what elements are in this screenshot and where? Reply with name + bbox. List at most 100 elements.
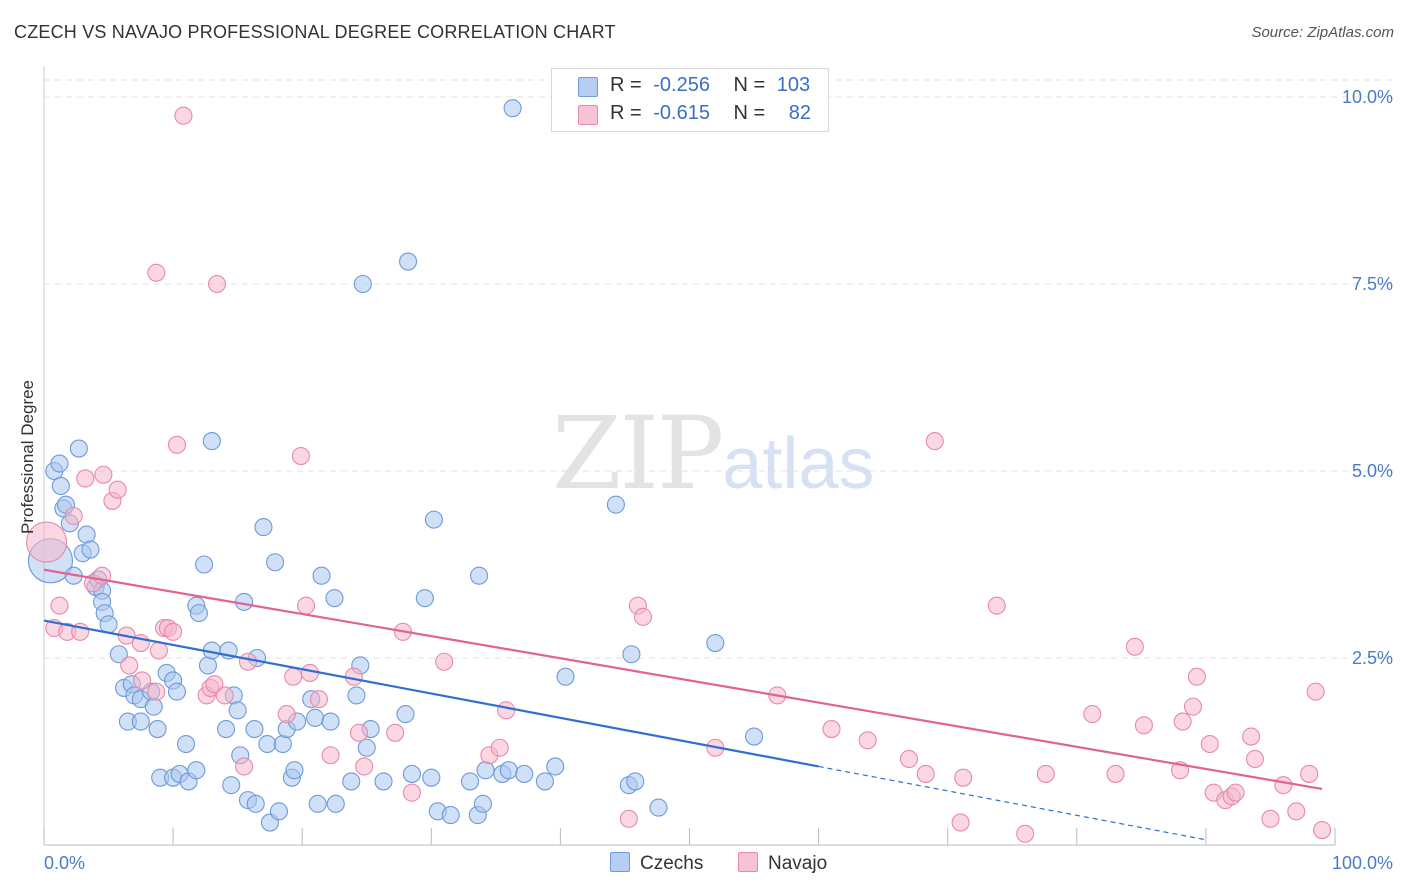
czechs-point [245, 720, 264, 739]
czechs-point [499, 761, 518, 780]
chart-title: CZECH VS NAVAJO PROFESSIONAL DEGREE CORR… [14, 22, 616, 42]
czechs-legend-label: Czechs [640, 853, 704, 874]
czechs-point [321, 712, 340, 731]
navajo-point [26, 521, 68, 563]
czechs-point [258, 734, 277, 754]
navajo-point [1134, 716, 1153, 735]
czechs-point [99, 615, 118, 634]
navajo-point [355, 757, 374, 776]
czechs-point [470, 566, 489, 585]
navajo-point [344, 667, 363, 686]
czechs-point [744, 727, 764, 746]
n-value: 103 [776, 74, 811, 96]
navajo-point [207, 274, 227, 294]
navajo-point [76, 469, 95, 488]
navajo-point [1245, 749, 1265, 769]
czechs-point [357, 738, 376, 757]
legend-navajo-text: R = -0.615 N = 82 [610, 102, 811, 125]
navajo-point [435, 652, 454, 671]
legend-czechs-text: R = -0.256 N = 103 [610, 74, 810, 97]
czechs-point [535, 772, 554, 791]
czechs-point [77, 525, 96, 544]
czechs-point [473, 794, 492, 813]
czechs-point [556, 667, 575, 686]
navajo-point [1313, 820, 1332, 840]
y-tick-label: 2.5% [1352, 648, 1393, 668]
navajo-point [497, 701, 516, 720]
navajo-point [1036, 764, 1055, 783]
navajo-point [954, 768, 973, 787]
czechs-point [269, 802, 289, 821]
navajo-point [235, 757, 254, 776]
navajo-point [1173, 712, 1192, 731]
czechs-point [148, 720, 167, 739]
n-label: N = [733, 102, 766, 124]
czechs-point [308, 794, 327, 813]
czechs-point [325, 589, 344, 608]
navajo-point [1274, 776, 1293, 795]
czechs-point [189, 604, 208, 623]
navajo-point [149, 641, 168, 660]
czechs-point [81, 540, 100, 559]
navajo-point [1300, 764, 1319, 783]
navajo-point [1287, 802, 1306, 821]
navajo-point [1187, 667, 1206, 686]
czechs-point [342, 772, 361, 791]
y-axis-title: Professional Degree [18, 380, 37, 534]
navajo-point [925, 432, 944, 451]
bottom-legend-czechs: Czechs [610, 852, 703, 875]
bottom-legend-navajo: Navajo [738, 852, 827, 875]
czechs-point [176, 734, 196, 754]
czechs-point [515, 764, 534, 783]
czechs-point [195, 555, 214, 574]
czechs-point [51, 476, 70, 496]
czechs-point [50, 454, 69, 473]
navajo-point [321, 746, 340, 765]
navajo-point [174, 106, 193, 125]
grid-layer [44, 79, 1394, 659]
czechs-point [306, 708, 325, 727]
czechs-point [424, 510, 443, 529]
navajo-point [277, 705, 296, 724]
czechs-point [546, 757, 565, 776]
navajo-point [147, 263, 166, 282]
czechs-point [144, 697, 163, 716]
navajo-point [300, 663, 319, 683]
navajo-point [1083, 705, 1102, 724]
czechs-trend-extension [818, 765, 1207, 841]
navajo-point [402, 783, 421, 802]
r-label: R = [610, 74, 642, 96]
x-tick-label-max: 100.0% [1332, 853, 1393, 873]
czechs-point [422, 768, 441, 787]
legend-row-czechs: R = -0.256 N = 103 [552, 73, 828, 99]
czechs-point [622, 645, 641, 664]
navajo-point [1016, 824, 1035, 843]
czechs-point [402, 764, 421, 783]
tick-labels: 2.5% 5.0% 7.5% 10.0% 0.0% 100.0% [44, 87, 1393, 873]
navajo-point [1106, 764, 1125, 783]
czechs-points [27, 99, 764, 832]
navajo-point [490, 738, 509, 757]
czechs-point [312, 566, 331, 585]
axis-layer [43, 66, 1336, 846]
navajo-legend-label: Navajo [768, 853, 828, 874]
legend-row-navajo: R = -0.615 N = 82 [552, 101, 828, 127]
r-value: -0.256 [653, 74, 710, 96]
czechs-point [187, 761, 206, 780]
navajo-point [1125, 637, 1144, 656]
czechs-point [415, 589, 434, 608]
czechs-point [202, 432, 221, 451]
n-label: N = [733, 74, 766, 96]
navajo-point [147, 682, 166, 701]
czechs-point [326, 794, 345, 813]
navajo-point [916, 764, 935, 783]
czechs-swatch [578, 77, 598, 97]
navajo-point [899, 749, 919, 769]
czechs-point [353, 274, 372, 294]
navajo-point [951, 813, 970, 832]
navajo-point [284, 667, 303, 686]
czechs-point [649, 798, 668, 817]
watermark-atlas: atlas [722, 424, 875, 504]
y-tick-label: 7.5% [1352, 274, 1393, 294]
